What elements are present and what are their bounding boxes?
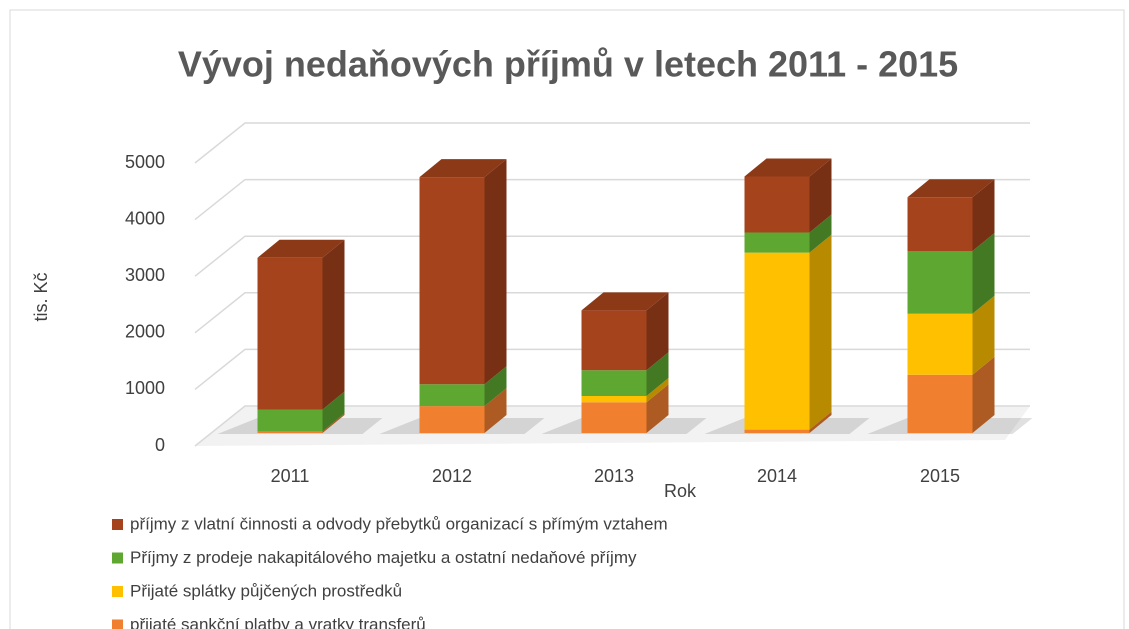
bar-side [322, 239, 345, 410]
bar-front [744, 232, 810, 253]
bar [744, 214, 832, 253]
bar-side [972, 356, 995, 433]
bar [744, 411, 832, 433]
bar-front [581, 370, 647, 397]
x-tick-label: 2014 [757, 466, 797, 486]
bar [419, 388, 507, 433]
bar-side [646, 352, 669, 397]
bar-side [646, 292, 669, 371]
y-tick-label: 3000 [125, 265, 165, 285]
bar-front [419, 384, 485, 407]
bar-front [257, 431, 323, 433]
bar [581, 384, 669, 433]
bar [581, 352, 669, 397]
bar-front [257, 409, 323, 432]
bar [257, 391, 345, 432]
legend-swatch [112, 552, 123, 564]
bar-top [907, 179, 995, 198]
bar-front [419, 177, 485, 385]
grid-line [194, 122, 1030, 164]
bar-front [581, 396, 647, 403]
y-tick-label: 2000 [125, 322, 165, 342]
y-tick-label: 0 [155, 435, 165, 455]
bar [907, 356, 995, 433]
x-tick-label: 2012 [432, 466, 472, 486]
legend-swatch [112, 519, 123, 530]
bar [257, 239, 345, 410]
bar-front [581, 310, 647, 371]
bar-front [419, 406, 485, 433]
y-tick-label: 4000 [125, 208, 165, 228]
bar [907, 233, 995, 314]
bar-side [484, 388, 507, 433]
bar-side [322, 391, 345, 432]
bar-front [907, 374, 973, 433]
bar-top [419, 159, 507, 178]
bar [257, 413, 345, 433]
bar-side [484, 159, 507, 385]
bar-side [322, 413, 345, 433]
legend-label: příjmy z vlatní činnosti a odvody přebyt… [130, 514, 668, 533]
bar-side [972, 295, 995, 375]
legend-swatch [112, 586, 123, 597]
bar [581, 378, 669, 403]
bar-side [809, 411, 832, 433]
bar [907, 295, 995, 375]
bar-top [581, 292, 669, 311]
bar-top [257, 239, 345, 258]
x-tick-label: 2015 [920, 466, 960, 486]
x-tick-label: 2011 [271, 466, 310, 486]
bar-front [907, 197, 973, 251]
legend-label: Příjmy z prodeje nakapitálového majetku … [130, 548, 637, 567]
x-axis-title: Rok [664, 481, 697, 501]
bar [581, 292, 669, 371]
bar-side [646, 384, 669, 433]
bar [907, 179, 995, 251]
bar-top [744, 158, 832, 177]
bar [419, 366, 507, 407]
bar-side [972, 179, 995, 251]
bar-front [581, 402, 647, 433]
bar-side [972, 233, 995, 314]
bar-side [484, 366, 507, 407]
bar-front [257, 257, 323, 410]
bar-front [907, 251, 973, 314]
chart-title: Vývoj nedaňových příjmů v letech 2011 - … [178, 44, 958, 85]
bar-front [744, 429, 810, 433]
legend-swatch [112, 619, 123, 629]
bar-front [744, 252, 810, 430]
bar-side [809, 234, 832, 430]
y-tick-label: 1000 [125, 378, 165, 398]
bar-front [744, 176, 810, 233]
bar-side [809, 214, 832, 253]
bar-side [809, 158, 832, 233]
bar [744, 158, 832, 233]
bar-side [646, 378, 669, 403]
bar [419, 159, 507, 385]
x-tick-label: 2013 [594, 466, 634, 486]
bar-front [907, 313, 973, 375]
legend-label: přijaté sankční platby a vratky transfer… [130, 615, 426, 629]
y-tick-label: 5000 [125, 152, 165, 172]
y-axis-title: tis. Kč [31, 272, 51, 321]
legend-label: Přijaté splátky půjčených prostředků [130, 581, 402, 600]
bar [744, 234, 832, 430]
